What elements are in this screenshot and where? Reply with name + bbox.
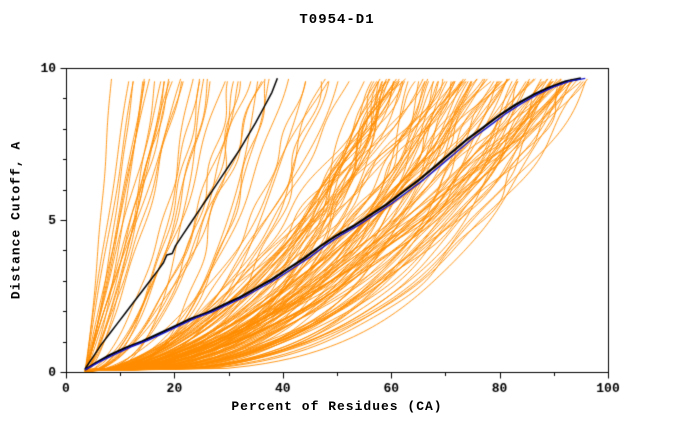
y-axis-label: Distance Cutoff, A	[8, 140, 24, 300]
x-axis-label: Percent of Residues (CA)	[231, 399, 443, 414]
chart-title: T0954-D1	[299, 12, 375, 28]
